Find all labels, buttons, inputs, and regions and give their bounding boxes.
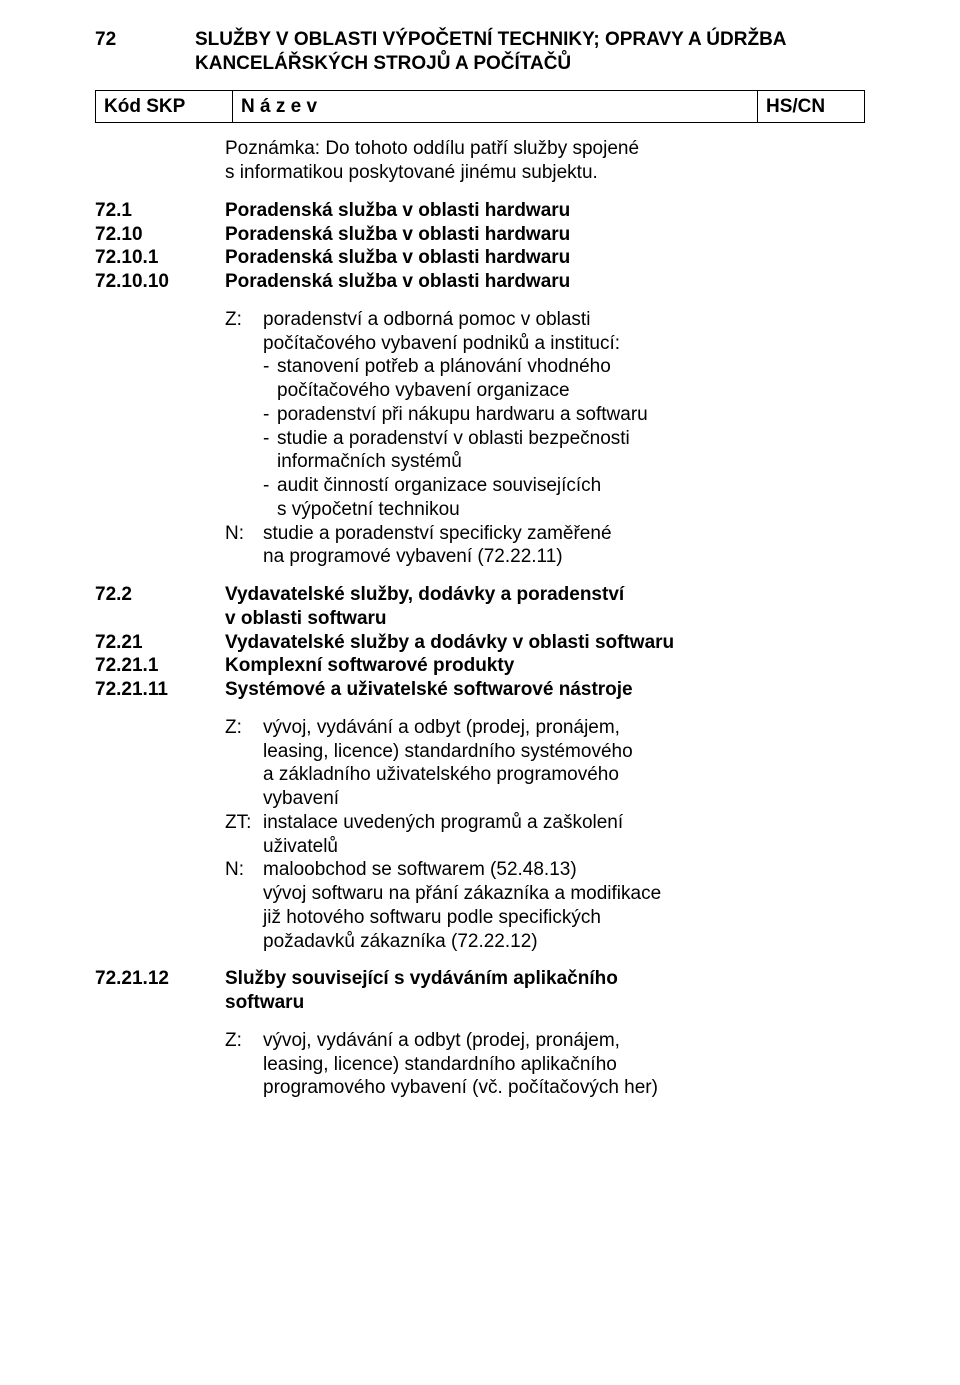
bullet-text: stanovení potřeb a plánování vhodného po… — [277, 355, 611, 403]
z-line: počítačového vybavení podniků a instituc… — [263, 333, 620, 354]
zn-block-1: Z: poradenství a odborná pomoc v oblasti… — [225, 308, 865, 569]
section-number: 72 — [95, 28, 195, 52]
z-text: poradenství a odborná pomoc v oblasti po… — [263, 308, 865, 522]
n-label: N: — [225, 858, 263, 882]
entry-name: Vydavatelské služby a dodávky v oblasti … — [225, 631, 865, 655]
n-line: na programové vybavení (72.22.11) — [263, 546, 563, 567]
section-title-line1: SLUŽBY V OBLASTI VÝPOČETNÍ TECHNIKY; OPR… — [195, 29, 787, 50]
entry-code: 72.1 — [95, 199, 225, 223]
entry-code: 72.10.1 — [95, 246, 225, 270]
n-text: studie a poradenství specificky zaměřené… — [263, 522, 865, 570]
z-line: a základního uživatelského programového — [263, 764, 619, 785]
z-line: programového vybavení (vč. počítačových … — [263, 1077, 658, 1098]
entry-name-line: Vydavatelské služby, dodávky a poradenst… — [225, 584, 624, 605]
entry-row: 72.10 Poradenská služba v oblasti hardwa… — [95, 223, 865, 247]
n-line: vývoj softwaru na přání zákazníka a modi… — [263, 883, 661, 904]
bullet-line: studie a poradenství v oblasti bezpečnos… — [277, 428, 630, 449]
bullet-line: s výpočetní technikou — [277, 499, 460, 520]
entry-name: Vydavatelské služby, dodávky a poradenst… — [225, 583, 865, 631]
zt-text: instalace uvedených programů a zaškolení… — [263, 811, 865, 859]
z-label: Z: — [225, 308, 263, 332]
n-label: N: — [225, 522, 263, 546]
zn-block-3: Z: vývoj, vydávání a odbyt (prodej, pron… — [225, 1029, 865, 1100]
bullet-line: stanovení potřeb a plánování vhodného — [277, 356, 611, 377]
entry-name: Služby související s vydáváním aplikační… — [225, 967, 865, 1015]
entry-name: Poradenská služba v oblasti hardwaru — [225, 270, 865, 294]
bullet-text: studie a poradenství v oblasti bezpečnos… — [277, 427, 630, 475]
z-line: vývoj, vydávání a odbyt (prodej, pronáje… — [263, 1030, 620, 1051]
z-line: poradenství a odborná pomoc v oblasti — [263, 309, 590, 330]
entry-row: 72.2 Vydavatelské služby, dodávky a pora… — [95, 583, 865, 631]
entry-code: 72.21.11 — [95, 678, 225, 702]
entry-row: 72.21.12 Služby související s vydáváním … — [95, 967, 865, 1015]
entries-group-1: 72.1 Poradenská služba v oblasti hardwar… — [95, 199, 865, 294]
entry-name-line: v oblasti softwaru — [225, 608, 387, 629]
entry-row: 72.21.11 Systémové a uživatelské softwar… — [95, 678, 865, 702]
zn-block-2: Z: vývoj, vydávání a odbyt (prodej, pron… — [225, 716, 865, 954]
entry-name: Komplexní softwarové produkty — [225, 654, 865, 678]
bullet-line: informačních systémů — [277, 451, 462, 472]
n-line: již hotového softwaru podle specifických — [263, 907, 601, 928]
z-line: vývoj, vydávání a odbyt (prodej, pronáje… — [263, 717, 620, 738]
bullet-line: audit činností organizace souvisejících — [277, 475, 601, 496]
entry-name: Poradenská služba v oblasti hardwaru — [225, 223, 865, 247]
entry-code: 72.21.12 — [95, 967, 225, 991]
n-line: studie a poradenství specificky zaměřené — [263, 523, 612, 544]
entry-row: 72.10.1 Poradenská služba v oblasti hard… — [95, 246, 865, 270]
z-label: Z: — [225, 1029, 263, 1053]
note-line1: Poznámka: Do tohoto oddílu patří služby … — [225, 138, 639, 159]
z-line: leasing, licence) standardního aplikační… — [263, 1054, 617, 1075]
z-text: vývoj, vydávání a odbyt (prodej, pronáje… — [263, 716, 865, 811]
entry-code: 72.10.10 — [95, 270, 225, 294]
section-title: SLUŽBY V OBLASTI VÝPOČETNÍ TECHNIKY; OPR… — [195, 28, 865, 76]
note-block: Poznámka: Do tohoto oddílu patří služby … — [225, 137, 865, 185]
z-line: leasing, licence) standardního systémové… — [263, 741, 633, 762]
dash-icon: - — [263, 474, 277, 522]
entry-name: Poradenská služba v oblasti hardwaru — [225, 246, 865, 270]
entries-group-3: 72.21.12 Služby související s vydáváním … — [95, 967, 865, 1015]
z-line: vybavení — [263, 788, 339, 809]
header-table: Kód SKP N á z e v HS/CN — [95, 90, 865, 124]
col-name: N á z e v — [233, 90, 758, 123]
dash-icon: - — [263, 355, 277, 403]
entries-group-2: 72.2 Vydavatelské služby, dodávky a pora… — [95, 583, 865, 702]
n-text: maloobchod se softwarem (52.48.13) vývoj… — [263, 858, 865, 953]
entry-name: Systémové a uživatelské softwarové nástr… — [225, 678, 865, 702]
col-kod: Kód SKP — [96, 90, 233, 123]
entry-code: 72.10 — [95, 223, 225, 247]
entry-code: 72.2 — [95, 583, 225, 607]
note-line2: s informatikou poskytované jinému subjek… — [225, 162, 598, 183]
entry-row: 72.21 Vydavatelské služby a dodávky v ob… — [95, 631, 865, 655]
entry-code: 72.21.1 — [95, 654, 225, 678]
entry-name-line: Služby související s vydáváním aplikační… — [225, 968, 618, 989]
z-text: vývoj, vydávání a odbyt (prodej, pronáje… — [263, 1029, 865, 1100]
dash-icon: - — [263, 427, 277, 475]
zt-line: uživatelů — [263, 836, 338, 857]
entry-row: 72.21.1 Komplexní softwarové produkty — [95, 654, 865, 678]
entry-code: 72.21 — [95, 631, 225, 655]
section-title-line2: KANCELÁŘSKÝCH STROJŮ A POČÍTAČŮ — [195, 53, 571, 74]
z-bullets: - stanovení potřeb a plánování vhodného … — [263, 355, 865, 521]
col-hs: HS/CN — [758, 90, 865, 123]
entry-name: Poradenská služba v oblasti hardwaru — [225, 199, 865, 223]
bullet-line: počítačového vybavení organizace — [277, 380, 570, 401]
entry-name-line: softwaru — [225, 992, 304, 1013]
section-header: 72 SLUŽBY V OBLASTI VÝPOČETNÍ TECHNIKY; … — [95, 28, 865, 76]
zt-line: instalace uvedených programů a zaškolení — [263, 812, 623, 833]
n-line: požadavků zákazníka (72.22.12) — [263, 931, 538, 952]
dash-icon: - — [263, 403, 277, 427]
z-label: Z: — [225, 716, 263, 740]
bullet-text: poradenství při nákupu hardwaru a softwa… — [277, 403, 648, 427]
zt-label: ZT: — [225, 811, 263, 835]
bullet-text: audit činností organizace souvisejících … — [277, 474, 601, 522]
n-line: maloobchod se softwarem (52.48.13) — [263, 859, 577, 880]
entry-row: 72.1 Poradenská služba v oblasti hardwar… — [95, 199, 865, 223]
entry-row: 72.10.10 Poradenská služba v oblasti har… — [95, 270, 865, 294]
